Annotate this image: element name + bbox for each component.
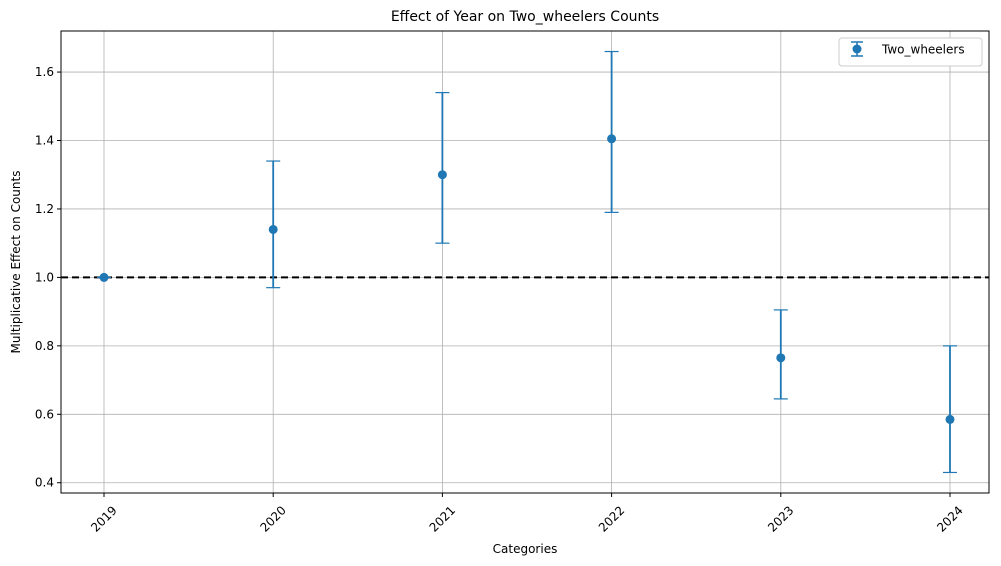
legend: Two_wheelers [838, 37, 983, 67]
legend-label: Two_wheelers [881, 43, 965, 57]
data-point [607, 134, 617, 144]
legend-marker-icon [852, 44, 862, 54]
chart-title: Effect of Year on Two_wheelers Counts [391, 9, 659, 25]
data-point [437, 170, 447, 180]
data-marks [97, 50, 957, 474]
grid [61, 31, 989, 493]
data-point [776, 353, 786, 363]
legend-box [838, 37, 983, 67]
x-tick-label: 2021 [427, 503, 458, 534]
x-tick-label: 2023 [765, 503, 796, 534]
x-tick-label: 2022 [596, 503, 627, 534]
y-tick-label: 0.4 [35, 476, 54, 490]
x-axis: 2019 2020 2021 2022 2023 2024 [88, 493, 966, 535]
y-tick-label: 0.6 [35, 407, 54, 421]
data-point [945, 414, 955, 424]
y-tick-label: 0.8 [35, 339, 54, 353]
y-tick-label: 1.2 [35, 202, 54, 216]
y-axis-label: Multiplicative Effect on Counts [9, 171, 23, 354]
plot-frame [60, 30, 990, 494]
x-tick-label: 2024 [934, 503, 965, 534]
x-tick-label: 2019 [88, 503, 119, 534]
y-tick-label: 1.4 [35, 134, 54, 148]
x-axis-label: Categories [493, 542, 558, 556]
y-axis: 0.4 0.6 0.8 1.0 1.2 1.4 1.6 [35, 65, 61, 490]
x-tick-label: 2020 [257, 503, 288, 534]
data-point [99, 272, 109, 282]
y-tick-label: 1.6 [35, 65, 54, 79]
y-tick-label: 1.0 [35, 270, 54, 284]
data-point [268, 224, 278, 234]
